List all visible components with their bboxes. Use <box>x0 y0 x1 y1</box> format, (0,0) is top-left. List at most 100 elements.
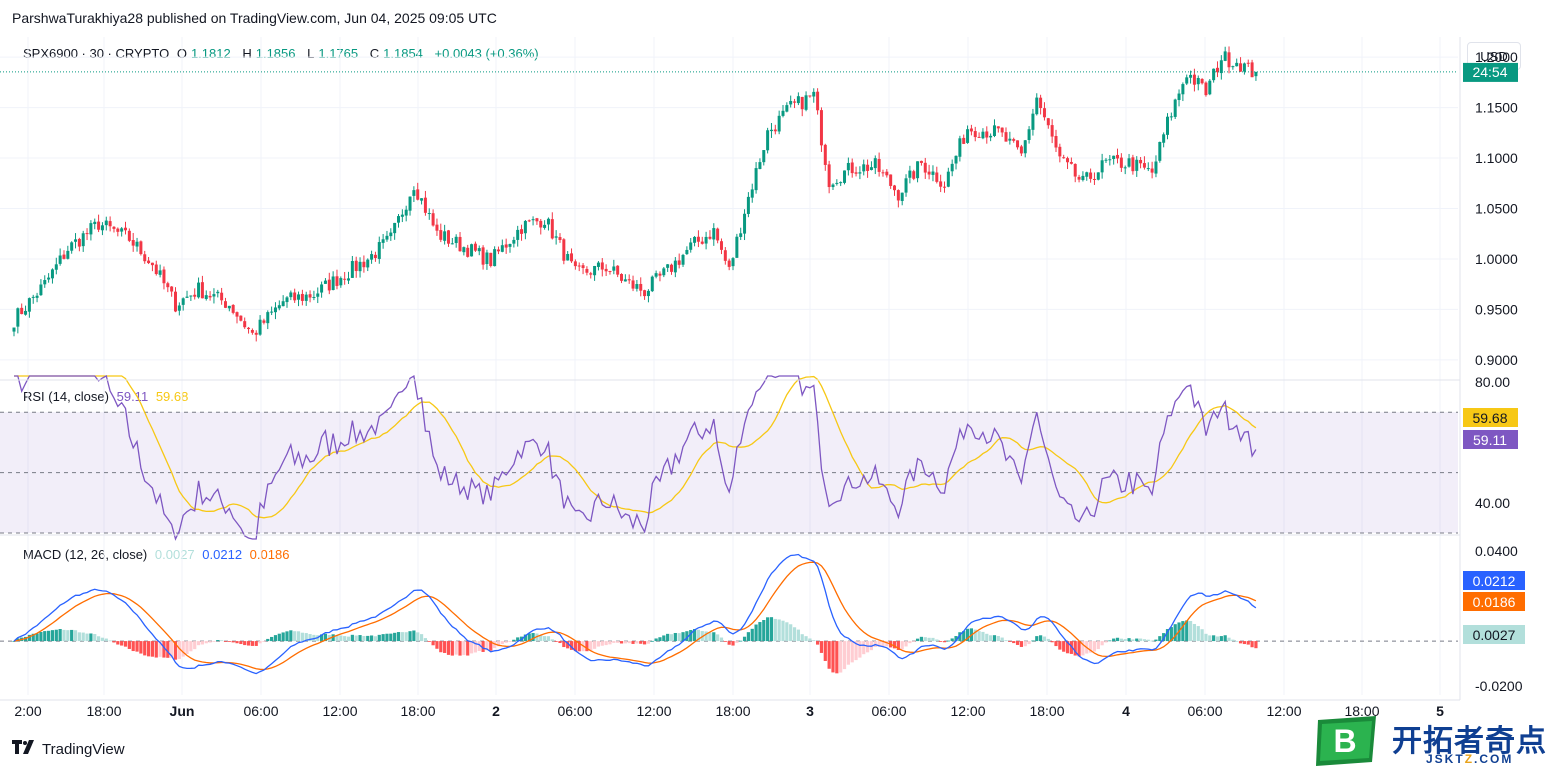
macd-histogram-bar <box>289 630 293 642</box>
candle <box>846 157 850 176</box>
macd-histogram-bar <box>500 641 504 645</box>
rsi-title[interactable]: RSI (14, close) <box>23 389 109 404</box>
macd-histogram-bar <box>1012 641 1016 644</box>
candle <box>12 327 16 337</box>
candle <box>139 240 143 256</box>
macd-histogram-bar <box>1200 629 1204 642</box>
macd-histogram-bar <box>1069 641 1073 654</box>
candle <box>1062 154 1066 159</box>
candle <box>470 243 474 257</box>
candle <box>239 315 243 322</box>
grid-layer <box>0 37 1458 695</box>
countdown-badge <box>1463 62 1518 82</box>
macd-histogram-bar <box>985 633 989 642</box>
watermark-logo-icon: B <box>1316 716 1376 766</box>
macd-histogram-bar <box>1235 640 1239 642</box>
macd-histogram-bar <box>654 638 658 642</box>
candle <box>412 186 416 203</box>
macd-histogram-bar <box>558 641 562 644</box>
macd-histogram-bar <box>919 636 924 642</box>
macd-title[interactable]: MACD (12, 26, close) <box>23 547 148 562</box>
macd-histogram-bar <box>812 640 816 642</box>
macd-histogram-bar <box>1062 641 1066 652</box>
macd-histogram-bar <box>739 640 743 642</box>
macd-histogram-bar <box>158 641 162 657</box>
macd-histogram-bar <box>227 641 231 642</box>
candle <box>435 218 439 236</box>
close-label: C <box>369 46 380 61</box>
macd-histogram-bar <box>512 639 516 642</box>
tradingview-logo[interactable]: TradingView <box>12 740 125 759</box>
price-tick-label: 0.9500 <box>1475 301 1518 317</box>
macd-histogram-bar <box>689 630 693 642</box>
macd-histogram-bar <box>600 641 604 646</box>
macd-histogram-bar <box>846 641 850 665</box>
candle <box>377 236 381 264</box>
candle <box>1050 119 1054 144</box>
candle <box>677 253 681 269</box>
macd-histogram-bar <box>139 641 143 654</box>
candle <box>100 222 104 236</box>
macd-histogram-bar <box>639 641 643 644</box>
macd-histogram-bar <box>166 641 170 658</box>
macd-histogram-bar <box>796 629 800 642</box>
candle <box>16 307 20 334</box>
candle <box>735 233 739 258</box>
candle <box>150 262 154 272</box>
macd-histogram-bar <box>1096 641 1100 650</box>
macd-histogram-bar <box>1100 641 1104 646</box>
macd-signal-badge <box>1463 592 1525 611</box>
macd-histogram-bar <box>1238 641 1243 644</box>
candle <box>131 232 135 252</box>
macd-histogram-bar <box>1127 638 1131 642</box>
candle <box>400 209 404 223</box>
macd-histogram-bar <box>677 633 681 642</box>
macd-histogram-bar <box>1223 635 1227 642</box>
macd-histogram-bar <box>454 641 458 655</box>
macd-histogram-bar <box>892 641 897 649</box>
candle <box>1242 62 1246 75</box>
candle <box>1235 58 1239 67</box>
candle <box>20 303 24 315</box>
candle <box>873 155 877 175</box>
macd-histogram-bar <box>666 633 670 642</box>
candle <box>454 234 458 248</box>
candle <box>366 258 370 272</box>
candle <box>320 281 324 298</box>
macd-histogram-bar <box>1227 637 1231 642</box>
candle <box>27 297 31 318</box>
macd-histogram-bar <box>423 638 428 642</box>
candle <box>1016 140 1020 150</box>
macd-histogram-bar <box>93 634 97 642</box>
macd-histogram-bar <box>135 641 139 652</box>
candle <box>996 126 1000 133</box>
macd-histogram-bar <box>1119 638 1123 642</box>
candle <box>446 229 450 247</box>
candle <box>954 155 958 170</box>
macd-histogram-bar <box>831 641 835 673</box>
macd-histogram-bar <box>419 634 424 642</box>
rsi-ma-badge-text: 59.68 <box>1472 410 1507 426</box>
candle <box>635 279 639 292</box>
candle <box>862 159 866 176</box>
x-tick-label: 18:00 <box>1029 703 1064 719</box>
candle <box>354 256 358 278</box>
macd-line <box>13 553 1257 675</box>
candle <box>893 184 897 196</box>
macd-histogram-bar <box>516 637 520 642</box>
macd-histogram-bar <box>262 641 266 642</box>
label-layer: 24:54 59.68 59.11 0.0212 0.0186 0.0027 <box>1463 62 1525 644</box>
candle <box>531 216 535 226</box>
candle <box>604 264 608 276</box>
candle <box>58 248 62 266</box>
macd-histogram-bar <box>254 641 258 646</box>
macd-histogram-bar <box>1081 641 1085 656</box>
candle <box>593 265 597 281</box>
candle <box>696 230 700 248</box>
candle <box>923 157 927 179</box>
macd-histogram-bar <box>131 641 135 652</box>
candle <box>620 273 624 284</box>
macd-histogram-bar <box>1108 640 1112 642</box>
candle <box>93 218 97 230</box>
